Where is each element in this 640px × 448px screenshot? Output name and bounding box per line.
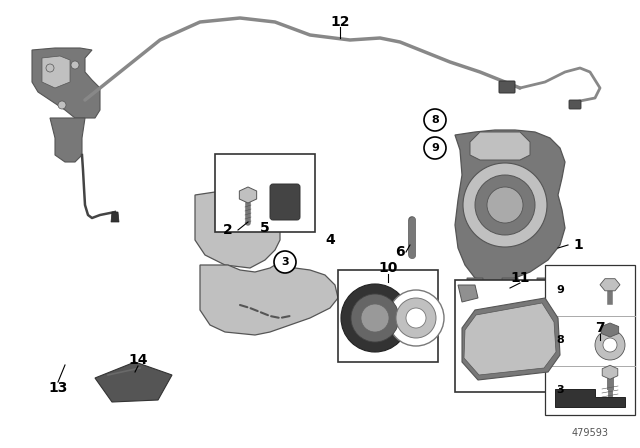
- Circle shape: [396, 298, 436, 338]
- Polygon shape: [95, 362, 172, 402]
- Circle shape: [424, 137, 446, 159]
- Circle shape: [46, 64, 54, 72]
- Circle shape: [341, 284, 409, 352]
- Polygon shape: [602, 365, 618, 379]
- Text: 3: 3: [556, 385, 564, 395]
- Text: 3: 3: [281, 257, 289, 267]
- Circle shape: [351, 294, 399, 342]
- Polygon shape: [600, 279, 620, 291]
- Text: 4: 4: [325, 233, 335, 247]
- Polygon shape: [200, 262, 338, 335]
- Polygon shape: [502, 278, 518, 298]
- Circle shape: [58, 101, 66, 109]
- Polygon shape: [602, 323, 619, 337]
- Text: 1: 1: [573, 238, 583, 252]
- Polygon shape: [455, 130, 565, 282]
- Text: 9: 9: [556, 285, 564, 295]
- Polygon shape: [458, 285, 478, 302]
- Text: 8: 8: [556, 335, 564, 345]
- Polygon shape: [42, 56, 70, 88]
- Text: 11: 11: [510, 271, 530, 285]
- Polygon shape: [470, 132, 530, 160]
- Polygon shape: [195, 190, 295, 268]
- Text: 479593: 479593: [572, 428, 609, 438]
- Polygon shape: [537, 278, 553, 298]
- Polygon shape: [50, 118, 85, 162]
- Circle shape: [406, 308, 426, 328]
- Circle shape: [475, 175, 535, 235]
- Text: 5: 5: [260, 221, 270, 235]
- Polygon shape: [464, 303, 556, 375]
- Text: 10: 10: [378, 261, 397, 275]
- Polygon shape: [467, 278, 483, 298]
- Circle shape: [424, 109, 446, 131]
- Text: 7: 7: [595, 321, 605, 335]
- FancyBboxPatch shape: [455, 280, 583, 392]
- FancyBboxPatch shape: [215, 154, 315, 232]
- Polygon shape: [462, 298, 560, 380]
- FancyBboxPatch shape: [545, 265, 635, 415]
- Circle shape: [361, 304, 389, 332]
- Circle shape: [595, 330, 625, 360]
- Circle shape: [603, 338, 617, 352]
- Polygon shape: [555, 389, 625, 407]
- FancyBboxPatch shape: [569, 100, 581, 109]
- FancyBboxPatch shape: [338, 270, 438, 362]
- Polygon shape: [111, 212, 119, 222]
- Polygon shape: [32, 48, 100, 118]
- Circle shape: [388, 290, 444, 346]
- Text: 14: 14: [128, 353, 148, 367]
- Text: 12: 12: [330, 15, 349, 29]
- Circle shape: [487, 187, 523, 223]
- FancyBboxPatch shape: [270, 184, 300, 220]
- Circle shape: [71, 61, 79, 69]
- Text: 8: 8: [431, 115, 439, 125]
- Text: 9: 9: [431, 143, 439, 153]
- FancyBboxPatch shape: [499, 81, 515, 93]
- Text: 6: 6: [395, 245, 405, 259]
- Circle shape: [274, 251, 296, 273]
- Text: 13: 13: [48, 381, 68, 395]
- Circle shape: [463, 163, 547, 247]
- Polygon shape: [239, 187, 257, 203]
- Text: 2: 2: [223, 223, 233, 237]
